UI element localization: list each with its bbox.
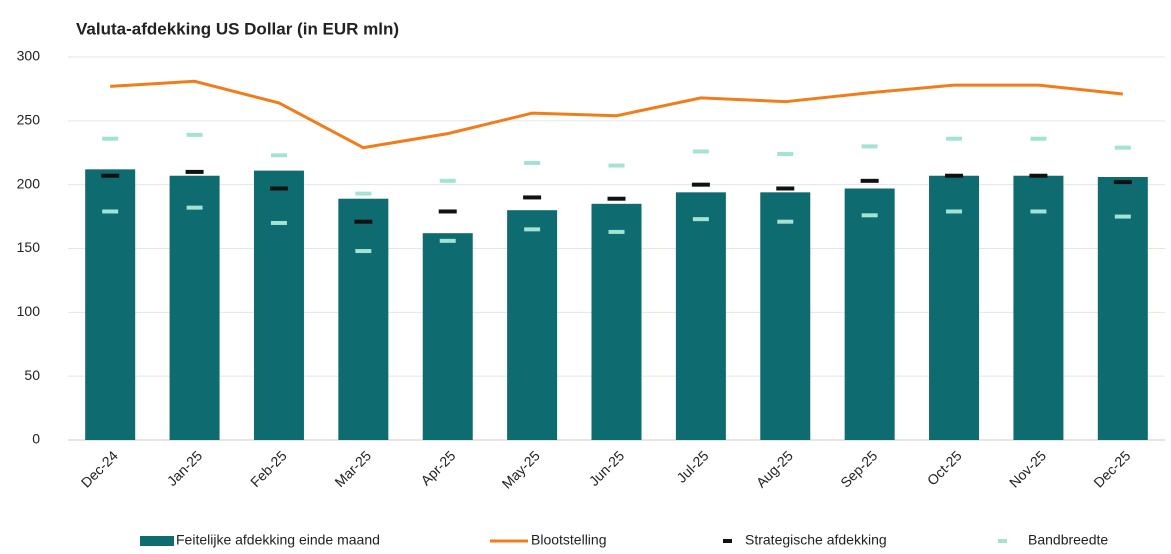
dash-marker (438, 209, 457, 214)
legend-swatch (998, 539, 1007, 543)
bar (507, 210, 558, 440)
dash-marker (1113, 180, 1132, 185)
band-marker (270, 220, 287, 225)
bar (1013, 175, 1064, 441)
y-tick-label: 150 (17, 239, 41, 255)
y-tick-label: 0 (32, 431, 40, 447)
band-marker (861, 213, 878, 218)
dash-marker (269, 186, 288, 191)
bar (1097, 177, 1148, 441)
band-marker (1114, 145, 1131, 150)
bar (591, 203, 642, 440)
band-marker (270, 153, 287, 158)
bar (338, 198, 389, 440)
bar (85, 169, 136, 440)
bar (844, 188, 895, 440)
band-marker (439, 178, 456, 183)
bar (760, 192, 811, 440)
band-marker (946, 136, 963, 141)
x-tick-label: Aug-25 (753, 447, 796, 490)
y-tick-label: 200 (17, 175, 41, 191)
x-tick-label: Jan-25 (164, 447, 206, 489)
x-tick-label: Feb-25 (247, 447, 290, 490)
band-marker (608, 229, 625, 234)
chart-title: Valuta-afdekking US Dollar (in EUR mln) (76, 19, 399, 38)
x-tick-label: Nov-25 (1006, 447, 1049, 490)
legend-swatch (490, 539, 528, 543)
x-tick-label: Apr-25 (417, 447, 458, 488)
band-marker (777, 219, 794, 224)
bar (675, 192, 726, 440)
y-tick-label: 100 (17, 303, 41, 319)
x-tick-label: Mar-25 (331, 447, 374, 490)
band-marker (1114, 214, 1131, 219)
band-marker (524, 227, 541, 232)
legend-swatch (140, 536, 174, 546)
dash-marker (607, 196, 626, 201)
dash-marker (185, 169, 204, 174)
x-tick-label: May-25 (499, 447, 543, 491)
band-marker (1030, 136, 1047, 141)
legend-swatch (723, 539, 732, 543)
x-tick-label: Jun-25 (586, 447, 628, 489)
line (110, 79, 1123, 150)
y-tick-label: 300 (17, 48, 41, 64)
x-tick-label: Dec-24 (78, 447, 121, 490)
legend-label: Blootstelling (531, 532, 607, 548)
band-marker (355, 249, 372, 254)
band-marker (186, 205, 203, 210)
band-marker (186, 132, 203, 137)
dash-marker (1029, 173, 1048, 178)
bar (253, 170, 304, 440)
dash-marker (776, 186, 795, 191)
x-tick-label: Jul-25 (673, 447, 711, 485)
band-marker (692, 217, 709, 222)
band-marker (102, 136, 119, 141)
legend-label: Feitelijke afdekking einde maand (176, 532, 380, 548)
band-marker (439, 238, 456, 243)
band-marker (608, 163, 625, 168)
band-marker (861, 144, 878, 149)
band-marker (692, 149, 709, 154)
y-tick-label: 50 (24, 367, 40, 383)
x-tick-label: Oct-25 (924, 447, 965, 488)
dash-marker (860, 178, 879, 183)
band-marker (355, 191, 372, 196)
x-tick-label: Dec-25 (1090, 447, 1133, 490)
legend-label: Bandbreedte (1028, 532, 1108, 548)
dash-marker (691, 182, 710, 187)
dash-marker (523, 195, 542, 200)
dash-marker (354, 219, 373, 224)
band-marker (777, 152, 794, 157)
legend-label: Strategische afdekking (745, 532, 887, 548)
band-marker (102, 209, 119, 214)
x-tick-label: Sep-25 (837, 447, 880, 490)
bar (422, 233, 473, 440)
y-tick-label: 250 (17, 112, 41, 128)
dash-marker (945, 173, 964, 178)
bar (169, 175, 220, 441)
bar (929, 175, 980, 441)
band-marker (1030, 209, 1047, 214)
band-marker (946, 209, 963, 214)
dash-marker (101, 173, 120, 178)
band-marker (524, 160, 541, 165)
